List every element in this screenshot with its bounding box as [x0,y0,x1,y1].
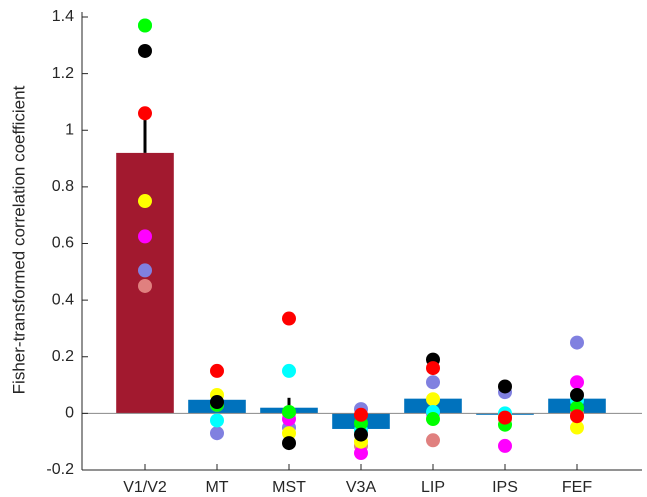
subject-dot [498,438,512,453]
y-tick-label: -0.2 [46,461,74,478]
subject-dot [138,18,152,33]
subject-dot [426,361,440,376]
y-axis-label: Fisher-transformed correlation coefficie… [9,85,28,394]
subject-dot [570,335,584,350]
y-tick-label: 0.2 [52,348,74,365]
subject-dot [282,404,296,419]
subject-dot [138,194,152,209]
subject-dot [426,433,440,448]
y-tick-label: 1 [65,121,74,138]
subject-dot [354,407,368,422]
subject-dot [210,426,224,441]
y-tick-label: 0.4 [52,291,74,308]
subject-dot [210,395,224,410]
subject-dot [282,426,296,441]
subject-dot [570,375,584,390]
subject-dot [282,363,296,378]
subject-dot [570,420,584,435]
x-tick-label: V1/V2 [123,479,167,496]
subject-dot [570,387,584,402]
x-tick-label: V3A [346,479,377,496]
subject-dot [138,278,152,293]
subject-dot [138,106,152,121]
x-tick-label: MT [205,479,228,496]
subject-dot [282,436,296,451]
subject-dot [210,363,224,378]
y-tick-label: 1.4 [52,8,74,25]
y-tick-label: 0 [65,405,74,422]
subject-dot [354,427,368,442]
subject-dot [426,392,440,407]
subject-dot [354,446,368,461]
x-tick-label: IPS [492,479,518,496]
subject-dot [426,375,440,390]
subject-dot [210,413,224,428]
subject-dot [498,379,512,394]
y-tick-label: 0.6 [52,235,74,252]
x-tick-label: LIP [421,479,445,496]
y-tick-label: 1.2 [52,65,74,82]
subject-dot [138,229,152,244]
subject-dot [138,43,152,58]
subject-dot [570,409,584,424]
subject-dot [282,311,296,326]
x-tick-label: MST [272,479,306,496]
y-tick-label: 0.8 [52,178,74,195]
x-tick-label: FEF [562,479,592,496]
subject-dot [498,410,512,425]
subject-dot [426,412,440,427]
subject-dot [138,263,152,278]
